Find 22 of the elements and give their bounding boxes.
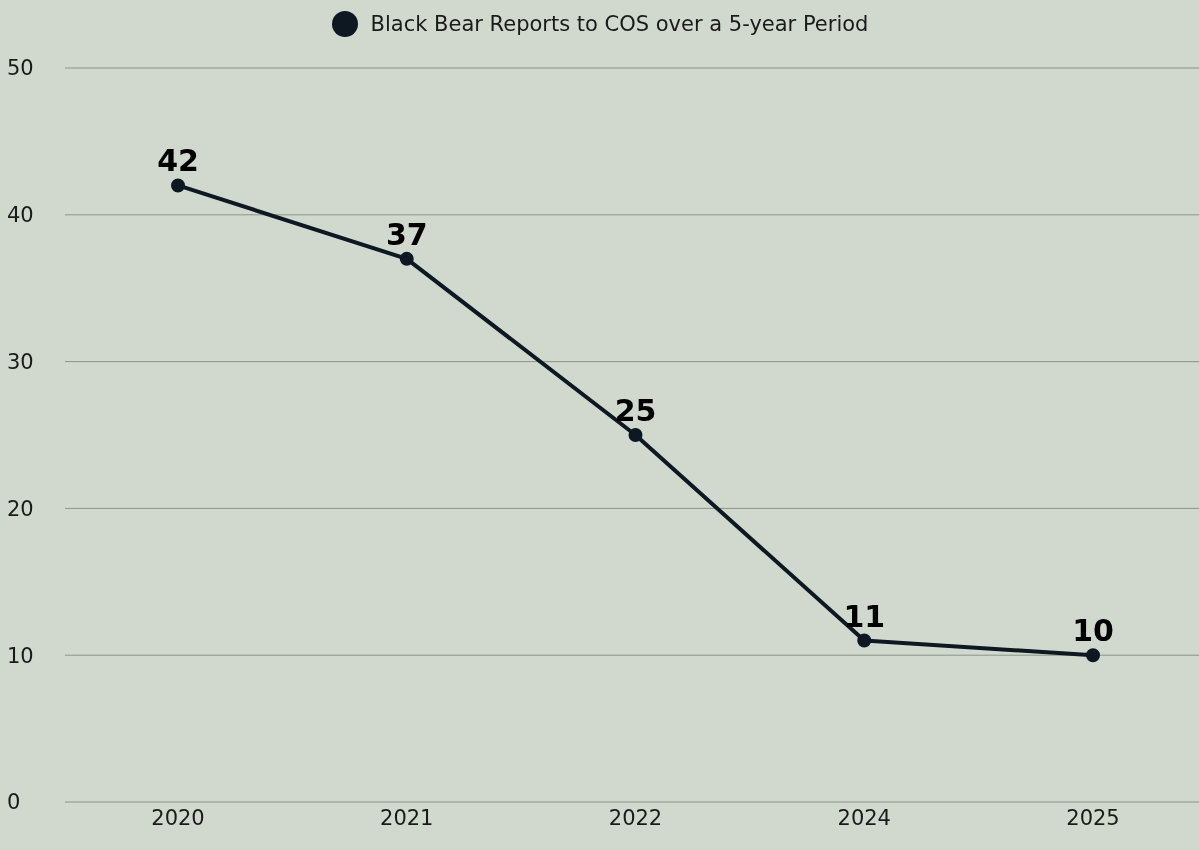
data-label: 37 — [385, 216, 428, 252]
x-tick-label: 2020 — [151, 805, 205, 830]
x-tick-label: 2025 — [1066, 805, 1120, 830]
point — [1086, 648, 1100, 663]
data-label: 25 — [614, 393, 657, 428]
y-tick-label: 40 — [7, 203, 34, 228]
point — [171, 178, 185, 193]
point — [628, 428, 643, 442]
y-tick-label: 30 — [7, 350, 34, 375]
point — [399, 251, 414, 266]
legend-label: Black Bear Reports to COS over a 5-year Period — [369, 11, 869, 38]
data-label: 10 — [1072, 613, 1114, 649]
x-tick-label: 2021 — [380, 805, 434, 830]
point — [857, 633, 872, 648]
y-tick-label: 10 — [7, 643, 34, 668]
y-tick-label: 20 — [7, 496, 34, 521]
data-label: 42 — [157, 143, 199, 179]
y-tick-label: 50 — [7, 56, 34, 81]
y-tick-label: 0 — [7, 790, 21, 815]
x-tick-label: 2022 — [608, 805, 663, 830]
x-tick-label: 2024 — [837, 805, 891, 830]
data-label: 11 — [843, 598, 886, 634]
